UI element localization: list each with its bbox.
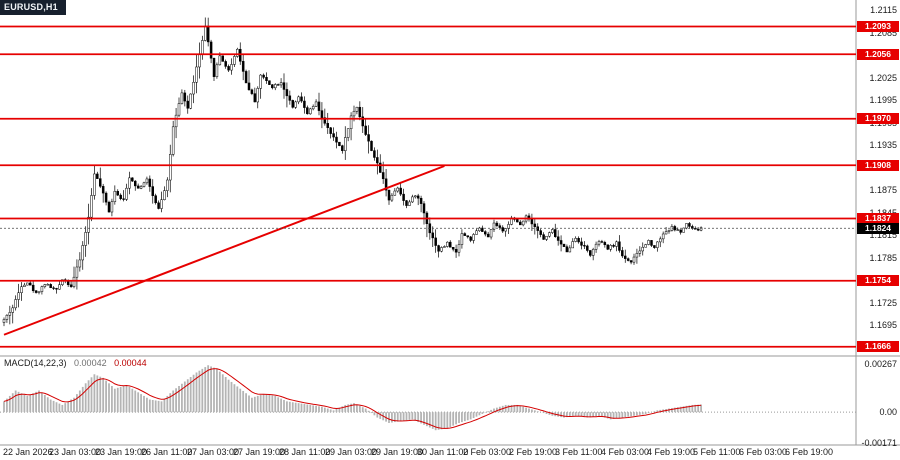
- time-axis-label: 4 Feb 03:00: [601, 447, 650, 457]
- time-axis-label: 6 Feb 03:00: [739, 447, 788, 457]
- time-axis-label: 29 Jan 19:00: [371, 447, 424, 457]
- price-level-flag: 1.1754: [857, 275, 899, 287]
- macd-value: 0.00042: [74, 358, 107, 368]
- price-tick-label: 1.2115: [870, 5, 897, 15]
- symbol-timeframe-label: EURUSD,H1: [0, 0, 66, 15]
- price-level-flag: 1.1837: [857, 213, 899, 224]
- price-level-flag: 1.2093: [857, 21, 899, 32]
- price-tick-label: 1.2025: [869, 72, 897, 83]
- time-axis-label: 4 Feb 19:00: [647, 447, 696, 457]
- macd-name: MACD(14,22,3): [4, 358, 67, 368]
- time-axis-label: 22 Jan 2026: [3, 447, 53, 457]
- time-axis-label: 23 Jan 03:00: [49, 447, 102, 457]
- macd-histogram: [3, 365, 702, 431]
- time-axis[interactable]: 22 Jan 2026 23 Jan 03:00 23 Jan 19:00 26 Ja…: [0, 445, 900, 460]
- price-level-flag: 1.2056: [857, 48, 899, 60]
- macd-signal-line: [3, 368, 702, 429]
- time-axis-label: 5 Feb 11:00: [693, 447, 741, 457]
- time-axis-label: 27 Jan 19:00: [233, 447, 286, 457]
- price-tick-label: 1.1995: [869, 95, 897, 105]
- candlestick-series: [2, 17, 703, 327]
- trend-line: [3, 165, 445, 336]
- time-axis-label: 3 Feb 11:00: [555, 447, 603, 457]
- price-tick-label: 1.1815: [869, 230, 897, 240]
- price-tick-label: 1.1695: [869, 320, 897, 330]
- current-price-flag: 1.1824: [857, 222, 899, 234]
- macd-scale-label: 0.00267: [864, 359, 897, 369]
- time-axis-label: 2 Feb 03:00: [463, 447, 512, 457]
- price-tick-label: 1.1725: [869, 297, 897, 308]
- time-axis-label: 29 Jan 03:00: [325, 447, 378, 457]
- macd-scale-label: 0.00: [879, 407, 897, 418]
- time-axis-label: 27 Jan 03:00: [187, 447, 240, 457]
- price-tick-label: 1.1935: [869, 140, 897, 150]
- time-axis-label: 26 Jan 11:00: [141, 447, 193, 457]
- price-level-flag: 1.1970: [857, 113, 899, 125]
- price-tick-label: 1.1875: [869, 185, 897, 195]
- time-axis-label: 28 Jan 11:00: [279, 447, 331, 457]
- price-tick-label: 1.2085: [869, 27, 897, 38]
- price-level-flag: 1.1666: [857, 341, 899, 353]
- macd-scale-label: -0.00171: [861, 438, 897, 448]
- price-tick-label: 1.1785: [869, 252, 897, 263]
- macd-signal-value: 0.00044: [114, 358, 147, 368]
- macd-indicator-label: MACD(14,22,3) 0.00042 0.00044: [4, 358, 147, 368]
- time-axis-label: 2 Feb 19:00: [509, 447, 558, 457]
- price-tick-label: 1.1845: [856, 208, 897, 218]
- time-axis-label: 30 Jan 11:00: [417, 447, 469, 457]
- price-level-flag: 1.1908: [857, 159, 899, 171]
- price-axis[interactable]: 1.21151.20851.20551.20251.19951.19651.19…: [856, 0, 900, 448]
- time-axis-label: 6 Feb 19:00: [785, 447, 834, 457]
- time-axis-label: 23 Jan 19:00: [95, 447, 148, 457]
